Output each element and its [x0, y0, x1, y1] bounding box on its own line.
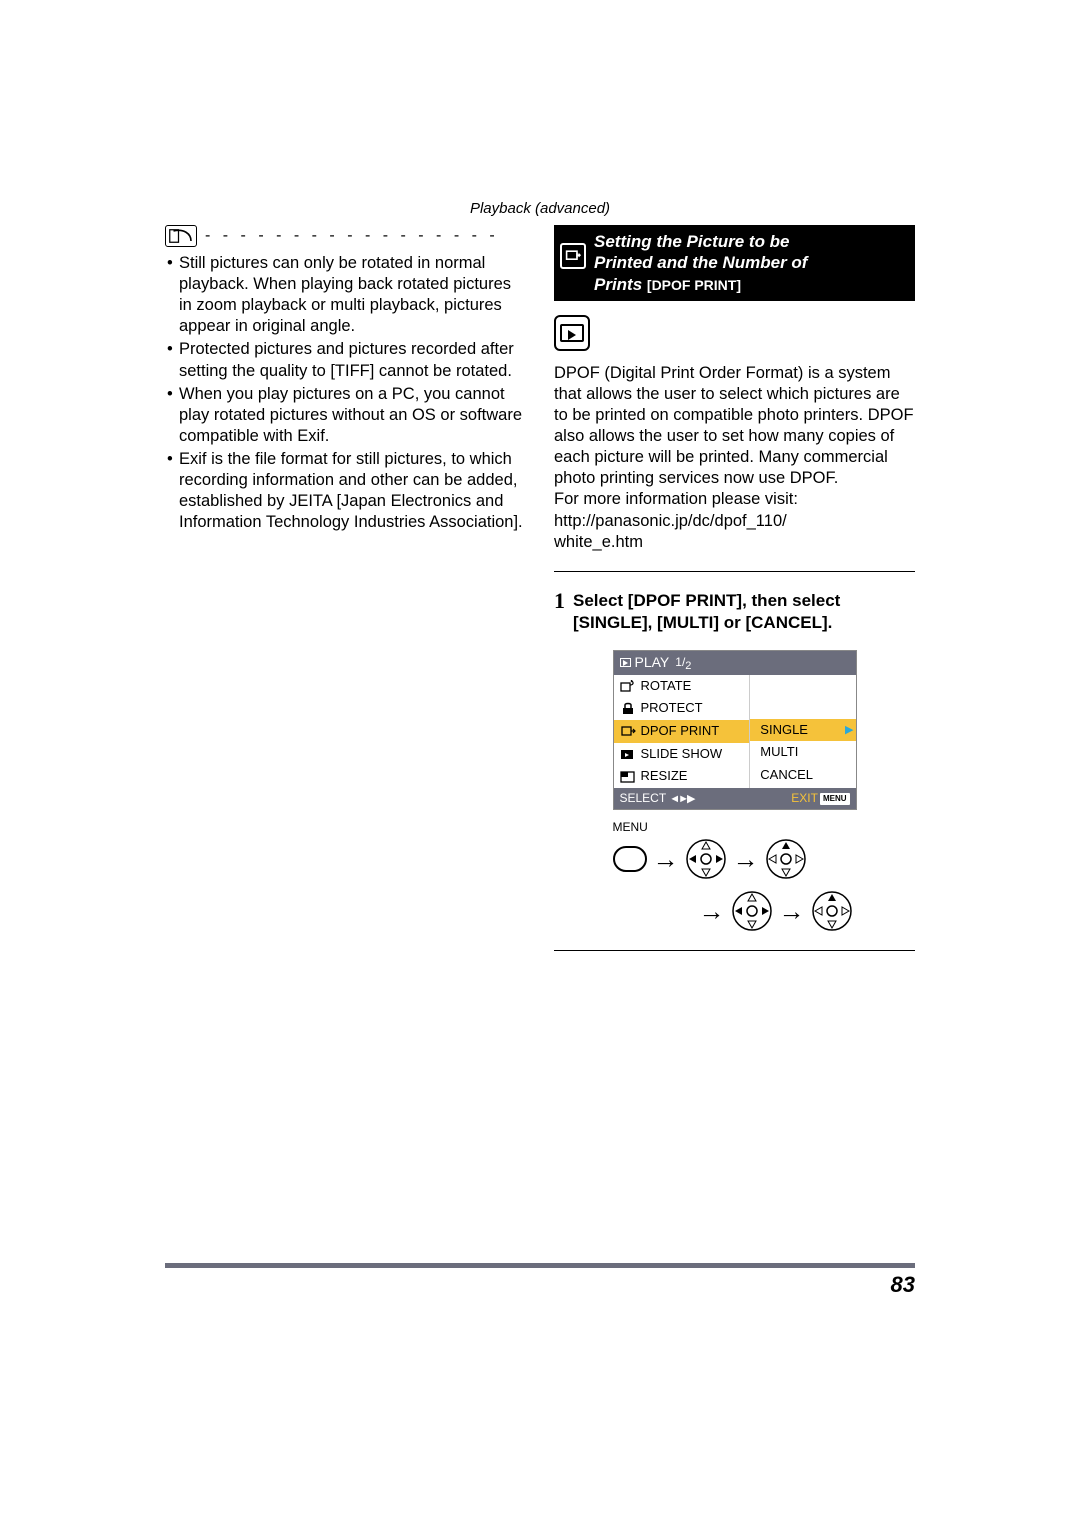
arrow-icon: → — [779, 898, 805, 924]
menu-option-single[interactable]: SINGLE ▶ — [750, 719, 855, 742]
menu-title-bar: PLAY 1/2 — [614, 651, 856, 675]
title-line-2: Printed and the Number of — [594, 253, 807, 272]
menu-right-column: SINGLE ▶ MULTI CANCEL — [750, 675, 855, 788]
menu-item-label: RESIZE — [641, 768, 688, 785]
two-column-layout: - - - - - - - - - - - - - - - - - Still … — [165, 225, 915, 969]
bullet-item: Protected pictures and pictures recorded… — [165, 339, 526, 381]
dash-separator: - - - - - - - - - - - - - - - - - — [205, 226, 526, 246]
resize-icon — [620, 770, 636, 783]
step-1-heading: 1 Select [DPOF PRINT], then select [SING… — [554, 590, 915, 634]
page-footer: 83 — [165, 1263, 915, 1298]
playback-mode-icon — [554, 315, 590, 351]
select-arrows-icon: ◄►▶ — [669, 792, 693, 806]
footer-rule — [165, 1263, 915, 1268]
menu-screenshot: PLAY 1/2 ROTATE PROTECT — [613, 650, 857, 810]
title-line-1: Setting the Picture to be — [594, 232, 790, 251]
menu-item-resize[interactable]: RESIZE — [614, 765, 751, 788]
note-bullet-list: Still pictures can only be rotated in no… — [165, 253, 526, 533]
menu-item-rotate[interactable]: ROTATE — [614, 675, 751, 698]
menu-option-label: SINGLE — [760, 722, 808, 739]
bullet-item: Exif is the file format for still pictur… — [165, 449, 526, 533]
menu-item-slide-show[interactable]: SLIDE SHOW — [614, 743, 751, 766]
dpof-info-line3: white_e.htm — [554, 532, 915, 553]
feature-title-box: Setting the Picture to be Printed and th… — [554, 225, 915, 301]
nav-row-1: → → — [613, 838, 857, 880]
menu-body: ROTATE PROTECT DPOF PRINT — [614, 675, 856, 788]
page-number: 83 — [165, 1272, 915, 1298]
section-heading: Playback (advanced) — [165, 200, 915, 217]
dpad-left-right-icon — [731, 890, 773, 932]
divider — [554, 571, 915, 572]
content: Playback (advanced) - - - - - - - - - - … — [165, 200, 915, 969]
title-line-3-prefix: Prints — [594, 275, 647, 294]
right-column: Setting the Picture to be Printed and th… — [554, 225, 915, 969]
menu-button-icon — [613, 846, 647, 872]
dpof-icon — [620, 725, 636, 738]
dpof-print-icon — [560, 243, 586, 269]
arrow-icon: → — [733, 846, 759, 872]
menu-item-label: DPOF PRINT — [641, 723, 720, 740]
menu-item-protect[interactable]: PROTECT — [614, 697, 751, 720]
menu-title-text: PLAY — [635, 654, 670, 672]
page: Playback (advanced) - - - - - - - - - - … — [0, 0, 1080, 1526]
menu-left-column: ROTATE PROTECT DPOF PRINT — [614, 675, 751, 788]
dpad-left-right-icon — [685, 838, 727, 880]
menu-option-label: MULTI — [760, 744, 798, 761]
menu-item-label: ROTATE — [641, 678, 692, 695]
rotate-icon — [620, 680, 636, 693]
menu-item-label: PROTECT — [641, 700, 703, 717]
title-line-3-bracket: [DPOF PRINT] — [647, 277, 741, 293]
step-1-text: Select [DPOF PRINT], then select [SINGLE… — [573, 590, 915, 634]
menu-footer-bar: SELECT ◄►▶ EXIT MENU — [614, 788, 856, 809]
nav-row-2: → → — [613, 890, 857, 932]
arrow-icon: → — [653, 846, 679, 872]
bullet-item: When you play pictures on a PC, you cann… — [165, 384, 526, 447]
dpof-info-line2: http://panasonic.jp/dc/dpof_110/ — [554, 511, 915, 532]
bullet-item: Still pictures can only be rotated in no… — [165, 253, 526, 337]
footer-exit: EXIT MENU — [791, 791, 849, 806]
menu-page-indicator: 1/2 — [675, 655, 691, 670]
divider — [554, 950, 915, 951]
nav-menu-label: MENU — [613, 820, 857, 835]
menu-right-spacer — [750, 697, 855, 719]
footer-select: SELECT ◄►▶ — [620, 791, 694, 806]
dpof-info-line1: For more information please visit: — [554, 489, 915, 510]
protect-icon — [620, 702, 636, 715]
arrow-icon: → — [699, 898, 725, 924]
feature-title-text: Setting the Picture to be Printed and th… — [594, 231, 807, 295]
nav-diagram: MENU → → → — [613, 820, 857, 931]
slideshow-icon — [620, 748, 636, 761]
play-icon — [620, 658, 631, 667]
menu-option-multi[interactable]: MULTI — [750, 741, 855, 764]
note-header: - - - - - - - - - - - - - - - - - — [165, 225, 526, 247]
menu-right-spacer — [750, 675, 855, 697]
left-column: - - - - - - - - - - - - - - - - - Still … — [165, 225, 526, 969]
menu-item-dpof-print[interactable]: DPOF PRINT — [614, 720, 751, 743]
menu-option-label: CANCEL — [760, 767, 813, 784]
note-icon — [165, 225, 197, 247]
dpad-up-down-icon — [811, 890, 853, 932]
menu-option-cancel[interactable]: CANCEL — [750, 764, 855, 787]
dpad-up-down-icon — [765, 838, 807, 880]
step-number-icon: 1 — [554, 590, 565, 634]
menu-tag: MENU — [820, 793, 850, 805]
dpof-description: DPOF (Digital Print Order Format) is a s… — [554, 363, 915, 490]
selection-arrow-icon: ▶ — [845, 723, 853, 737]
menu-item-label: SLIDE SHOW — [641, 746, 723, 763]
